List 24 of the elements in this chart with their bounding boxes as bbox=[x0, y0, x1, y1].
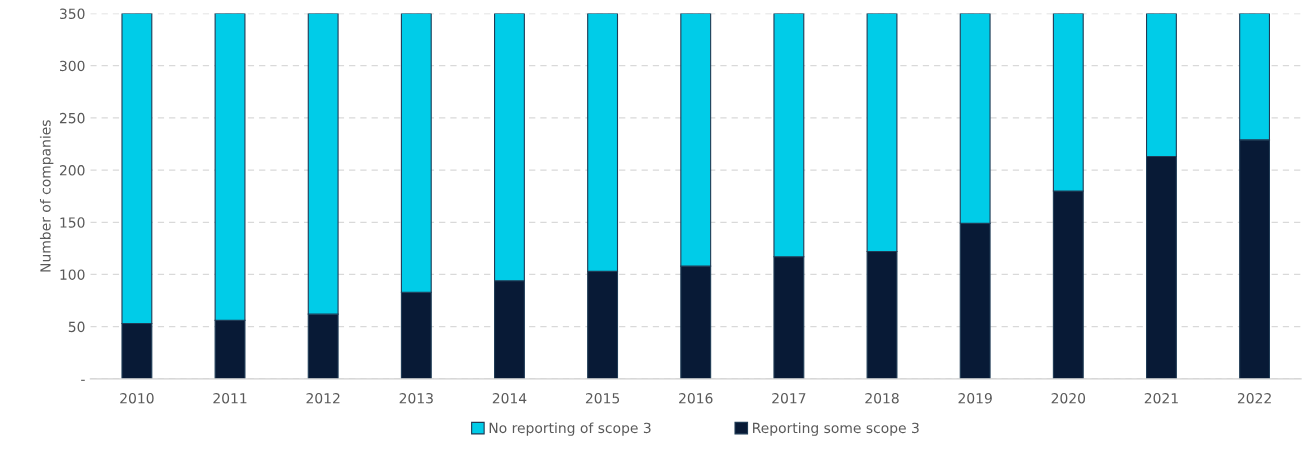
x-tick-label: 2017 bbox=[772, 392, 806, 404]
x-tick-label: 2010 bbox=[120, 392, 154, 404]
y-tick-label: 300 bbox=[60, 60, 85, 72]
y-axis-title: Number of companies bbox=[39, 120, 54, 272]
x-tick-label: 2021 bbox=[1144, 392, 1178, 404]
y-tick-label: 150 bbox=[60, 217, 85, 228]
legend-label: Reporting some scope 3 bbox=[753, 422, 919, 436]
y-tick-label: 350 bbox=[60, 8, 85, 19]
x-tick-label: 2013 bbox=[399, 392, 433, 404]
x-tick-label: 2012 bbox=[306, 392, 340, 404]
legend-label: No reporting of scope 3 bbox=[489, 422, 651, 436]
y-tick-label: 250 bbox=[59, 112, 85, 124]
x-tick-label: 2011 bbox=[213, 392, 247, 404]
y-tick-label: - bbox=[81, 379, 85, 381]
x-tick-label: 2022 bbox=[1237, 392, 1271, 404]
x-tick-label: 2020 bbox=[1051, 392, 1086, 404]
y-tick-label: 50 bbox=[68, 321, 85, 333]
x-tick-label: 2016 bbox=[679, 392, 713, 404]
x-tick-label: 2018 bbox=[865, 392, 899, 404]
x-tick-label: 2014 bbox=[492, 392, 527, 404]
x-tick-label: 2019 bbox=[958, 392, 992, 404]
x-tick-label: 2015 bbox=[585, 392, 620, 404]
y-tick-label: 100 bbox=[60, 269, 85, 280]
y-tick-label: 200 bbox=[59, 165, 85, 176]
